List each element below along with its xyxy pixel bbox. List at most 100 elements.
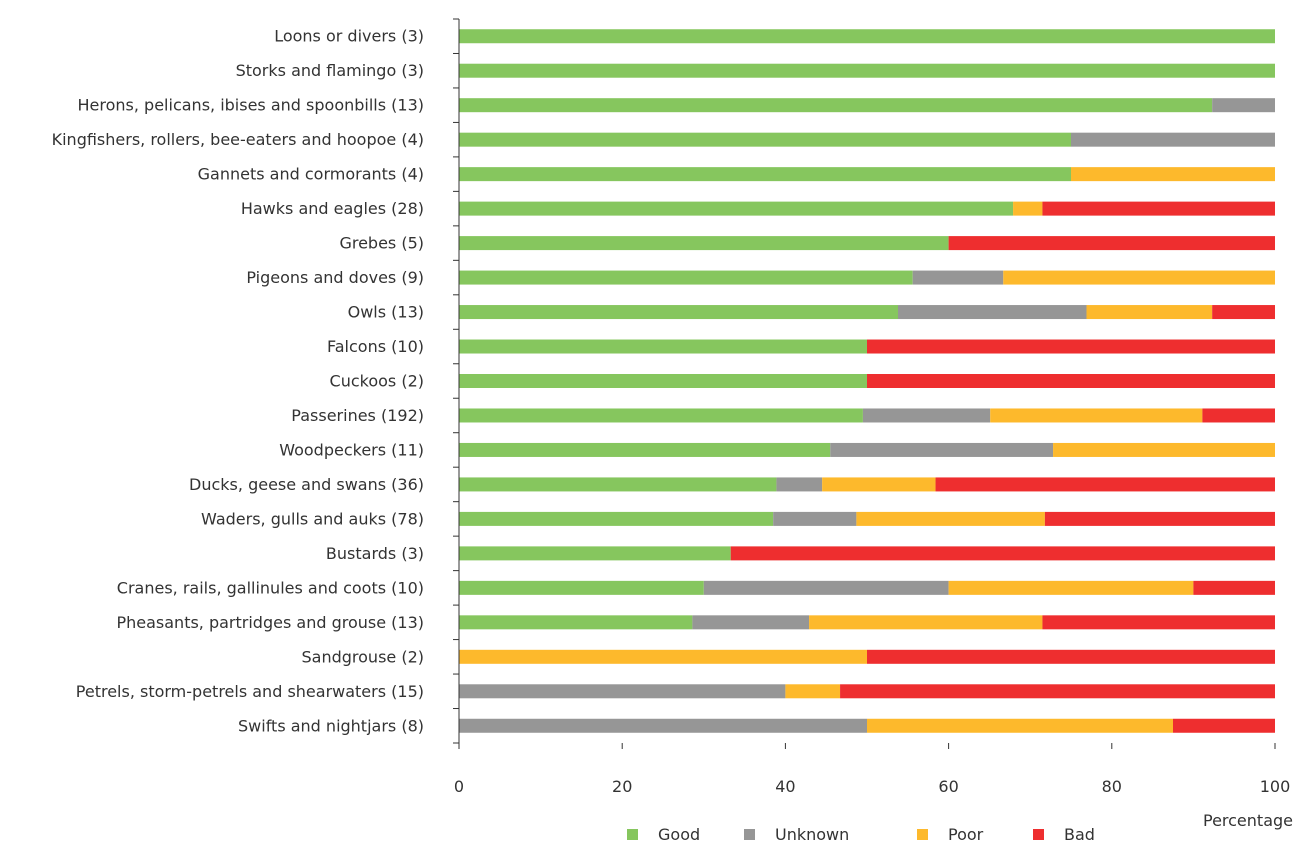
bar-segment-good [459, 270, 913, 285]
bar-segment-poor [1003, 270, 1275, 285]
bar-segment-bad [935, 477, 1275, 492]
bar-segment-good [459, 132, 1071, 147]
axis-layer [453, 18, 1276, 749]
category-label: Passerines (192) [291, 406, 424, 425]
legend-swatch-good [627, 829, 638, 840]
bar-segment-unknown [862, 408, 991, 423]
bars-layer [459, 29, 1275, 733]
bar-segment-poor [1013, 201, 1043, 216]
bar-segment-unknown [1212, 98, 1275, 113]
bar-segment-good [459, 29, 1275, 44]
category-label: Cranes, rails, gallinules and coots (10) [117, 578, 424, 597]
x-tick-label: 100 [1260, 777, 1291, 796]
bar-segment-bad [840, 684, 1275, 699]
bar-segment-poor [1053, 442, 1275, 457]
legend: Good Unknown Poor Bad [627, 825, 1095, 844]
category-labels: Loons or divers (3) Storks and flamingo (… [52, 27, 424, 736]
category-label: Pigeons and doves (9) [246, 268, 424, 287]
bar-segment-poor [459, 649, 867, 664]
bar-segment-unknown [776, 477, 823, 492]
bar-segment-bad [1202, 408, 1275, 423]
bar-segment-bad [867, 339, 1275, 354]
bar-segment-good [459, 63, 1275, 78]
x-tick-label: 0 [454, 777, 464, 796]
category-label: Pheasants, partridges and grouse (13) [116, 613, 424, 632]
category-label: Swifts and nightjars (8) [238, 716, 424, 735]
category-label: Waders, gulls and auks (78) [201, 509, 424, 528]
category-label: Sandgrouse (2) [302, 647, 425, 666]
bar-segment-poor [990, 408, 1203, 423]
bar-segment-unknown [459, 684, 786, 699]
category-label: Ducks, geese and swans (36) [189, 475, 424, 494]
bar-segment-unknown [1071, 132, 1275, 147]
x-tick-labels: 0 20 40 60 80 100 [454, 777, 1290, 796]
legend-swatch-poor [917, 829, 928, 840]
legend-swatch-unknown [744, 829, 755, 840]
bar-segment-poor [785, 684, 841, 699]
bar-segment-poor [809, 615, 1043, 630]
x-tick-label: 20 [612, 777, 632, 796]
bar-segment-bad [1193, 580, 1275, 595]
bar-segment-bad [948, 236, 1275, 251]
bar-segment-good [459, 236, 949, 251]
bar-segment-good [459, 546, 731, 561]
category-label: Grebes (5) [339, 234, 424, 253]
legend-label-good: Good [658, 825, 700, 844]
bar-segment-bad [1173, 718, 1275, 733]
bar-segment-good [459, 477, 777, 492]
category-label: Petrels, storm-petrels and shearwaters (… [76, 682, 424, 701]
bar-segment-unknown [692, 615, 810, 630]
category-label: Woodpeckers (11) [279, 440, 424, 459]
bar-segment-unknown [459, 718, 867, 733]
bar-segment-unknown [773, 511, 857, 526]
bar-segment-bad [1044, 511, 1275, 526]
bar-segment-good [459, 98, 1213, 113]
bar-segment-good [459, 408, 863, 423]
category-label: Owls (13) [348, 303, 424, 322]
bar-segment-unknown [703, 580, 949, 595]
legend-swatch-bad [1033, 829, 1044, 840]
category-label: Hawks and eagles (28) [241, 199, 424, 218]
bar-segment-poor [1086, 305, 1213, 320]
bar-segment-poor [1071, 167, 1275, 182]
bar-segment-unknown [898, 305, 1087, 320]
bar-segment-good [459, 442, 831, 457]
bar-segment-good [459, 615, 693, 630]
bar-segment-unknown [830, 442, 1054, 457]
category-label: Falcons (10) [327, 337, 424, 356]
bar-segment-good [459, 374, 867, 388]
bar-segment-bad [1042, 615, 1275, 630]
bar-segment-poor [856, 511, 1045, 526]
bar-segment-good [459, 511, 774, 526]
bar-segment-unknown [912, 270, 1004, 285]
bar-segment-good [459, 580, 704, 595]
bar-segment-good [459, 167, 1071, 182]
bar-segment-good [459, 201, 1014, 216]
category-label: Gannets and cormorants (4) [198, 165, 424, 184]
category-label: Cuckoos (2) [330, 372, 424, 391]
bar-segment-good [459, 305, 899, 320]
x-axis-label: Percentage [1203, 811, 1293, 830]
bar-segment-bad [1212, 305, 1275, 320]
category-label: Bustards (3) [326, 544, 424, 563]
legend-label-bad: Bad [1064, 825, 1095, 844]
bar-segment-poor [822, 477, 936, 492]
bar-segment-poor [948, 580, 1194, 595]
category-label: Kingfishers, rollers, bee-eaters and hoo… [52, 130, 424, 149]
bar-segment-bad [867, 374, 1275, 388]
legend-label-unknown: Unknown [775, 825, 849, 844]
x-tick-label: 80 [1102, 777, 1122, 796]
bar-segment-poor [867, 718, 1173, 733]
legend-label-poor: Poor [948, 825, 984, 844]
category-label: Loons or divers (3) [274, 27, 424, 46]
bar-segment-bad [730, 546, 1275, 561]
category-label: Storks and flamingo (3) [236, 61, 424, 80]
x-tick-label: 60 [938, 777, 958, 796]
bar-segment-bad [867, 649, 1275, 664]
bar-segment-good [459, 339, 867, 354]
category-label: Herons, pelicans, ibises and spoonbills … [78, 96, 424, 115]
bar-segment-bad [1042, 201, 1275, 216]
x-tick-label: 40 [775, 777, 795, 796]
